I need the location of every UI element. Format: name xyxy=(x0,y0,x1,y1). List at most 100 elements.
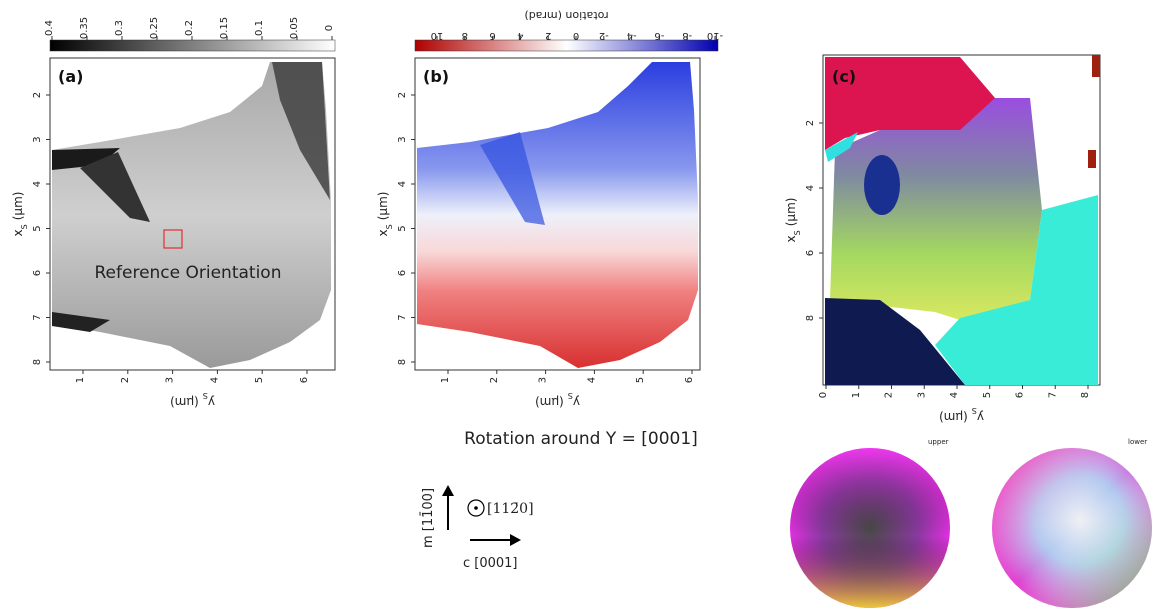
colorbar-tick-label: -8 xyxy=(682,30,692,41)
y-tick-label: 7 xyxy=(397,314,408,320)
axis-label-main: y xyxy=(573,395,580,409)
colorbar xyxy=(50,40,335,51)
axis-label-sub: S xyxy=(20,224,29,229)
x-tick-label: 5 xyxy=(982,392,993,398)
axis-label-main: y xyxy=(977,410,984,424)
axis-label: yS (μm) xyxy=(170,392,215,410)
axis-label: xS (μm) xyxy=(11,192,29,237)
x-tick-label: 5 xyxy=(254,377,265,383)
map-feature xyxy=(864,155,900,215)
colorbar-label: rotation (mrad) xyxy=(524,9,608,22)
y-tick-label: 5 xyxy=(32,225,43,231)
colorbar-tick-label: -10 xyxy=(707,30,723,41)
x-tick-label: 4 xyxy=(209,377,220,383)
x-tick-label: 7 xyxy=(1047,392,1058,398)
axis-label-main: x xyxy=(376,229,390,236)
colorbar-tick-label: 10 xyxy=(431,30,444,41)
arrowhead xyxy=(442,485,454,496)
colorbar-tick-label: 6 xyxy=(489,30,495,41)
y-tick-label: 4 xyxy=(397,181,408,187)
colorbar-tick-label: -2 xyxy=(599,30,609,41)
pole-figure-label: upper xyxy=(928,438,949,446)
x-tick-label: 4 xyxy=(586,377,597,383)
y-tick-label: 5 xyxy=(397,225,408,231)
x-tick-label: 1 xyxy=(851,392,862,398)
x-tick-label: 3 xyxy=(538,377,549,383)
figure: Reference Orientation upper lower Rotati… xyxy=(0,0,1155,614)
x-tick-label: 1 xyxy=(75,377,86,383)
axis-label-main: x xyxy=(11,229,25,236)
x-tick-label: 3 xyxy=(916,392,927,398)
x-tick-label: 6 xyxy=(684,377,695,383)
colorbar-tick-label: -6 xyxy=(654,30,664,41)
axis-label-unit: (μm) xyxy=(939,410,968,424)
colorbar-tick-label: 0.25 xyxy=(149,17,160,39)
colorbar-tick-label: 2 xyxy=(545,30,551,41)
x-tick-label: 6 xyxy=(299,377,310,383)
colorbar-tick-label: 0.2 xyxy=(184,20,195,36)
axis-label-unit: (μm) xyxy=(535,395,564,409)
normal-symbol xyxy=(474,506,478,510)
x-tick-label: 2 xyxy=(884,392,895,398)
axis-label: xS(μm) xyxy=(376,192,394,237)
axis-label: xS (μm) xyxy=(784,198,802,243)
colorbar-tick-label: -4 xyxy=(627,30,637,41)
colorbar-tick-label: 0 xyxy=(573,30,579,41)
y-tick-label: 8 xyxy=(397,359,408,365)
colorbar-tick-label: 8 xyxy=(462,30,468,41)
grain-small xyxy=(1088,150,1096,168)
axis-label-sub: S xyxy=(972,407,977,416)
axis-label-sub: S xyxy=(385,224,394,229)
y-tick-label: 2 xyxy=(32,92,43,98)
x-tick-label: 1 xyxy=(440,377,451,383)
y-tick-label: 8 xyxy=(32,359,43,365)
x-tick-label: 8 xyxy=(1080,392,1091,398)
colorbar-tick-label: 0.15 xyxy=(219,17,230,39)
x-tick-label: 3 xyxy=(165,377,176,383)
axis-label-sub: S xyxy=(568,392,573,401)
x-tick-label: 0 xyxy=(818,392,829,398)
y-tick-label: 6 xyxy=(397,270,408,276)
axis-label: [112̄0] xyxy=(487,501,534,517)
colorbar-tick-label: 0.1 xyxy=(254,20,265,36)
axis-label-main: y xyxy=(208,395,215,409)
x-tick-label: 5 xyxy=(635,377,646,383)
grain-small xyxy=(1092,55,1100,77)
axis-label: yS (μm) xyxy=(535,392,580,410)
axis-label: m [11̄00] xyxy=(421,488,436,548)
panel-label: (b) xyxy=(423,67,449,86)
arrowhead xyxy=(510,534,521,546)
y-tick-label: 2 xyxy=(397,92,408,98)
panel-label: (a) xyxy=(58,67,83,86)
x-tick-label: 2 xyxy=(120,377,131,383)
x-tick-label: 6 xyxy=(1015,392,1026,398)
axis-label-unit: (μm) xyxy=(784,198,798,227)
pole-figure-overlay xyxy=(790,448,950,608)
axis-label-sub: S xyxy=(203,392,208,401)
axis-label-main: x xyxy=(784,235,798,242)
axis-label-sub: S xyxy=(793,230,802,235)
pole-figure-label: lower xyxy=(1128,438,1147,446)
y-tick-label: 6 xyxy=(805,250,816,256)
caption: Rotation around Y = [0001] xyxy=(464,429,698,449)
y-tick-label: 2 xyxy=(805,120,816,126)
colorbar xyxy=(415,40,718,51)
y-tick-label: 3 xyxy=(32,136,43,142)
axis-label: c [0001] xyxy=(463,556,518,571)
colorbar-tick-label: 0.3 xyxy=(114,20,125,36)
annotation: Reference Orientation xyxy=(95,263,282,283)
x-tick-label: 2 xyxy=(489,377,500,383)
y-tick-label: 4 xyxy=(32,181,43,187)
y-tick-label: 8 xyxy=(805,315,816,321)
y-tick-label: 7 xyxy=(32,314,43,320)
axis-label-unit: (μm) xyxy=(170,395,199,409)
colorbar-tick-label: 0 xyxy=(324,25,335,31)
panel-label: (c) xyxy=(832,67,856,86)
axis-label: yS (μm) xyxy=(939,407,984,425)
axis-label-unit: (μm) xyxy=(11,192,25,221)
y-tick-label: 6 xyxy=(32,270,43,276)
colorbar-tick-label: 0.05 xyxy=(289,17,300,39)
colorbar-tick-label: 4 xyxy=(517,30,523,41)
y-tick-label: 4 xyxy=(805,185,816,191)
y-tick-label: 3 xyxy=(397,136,408,142)
